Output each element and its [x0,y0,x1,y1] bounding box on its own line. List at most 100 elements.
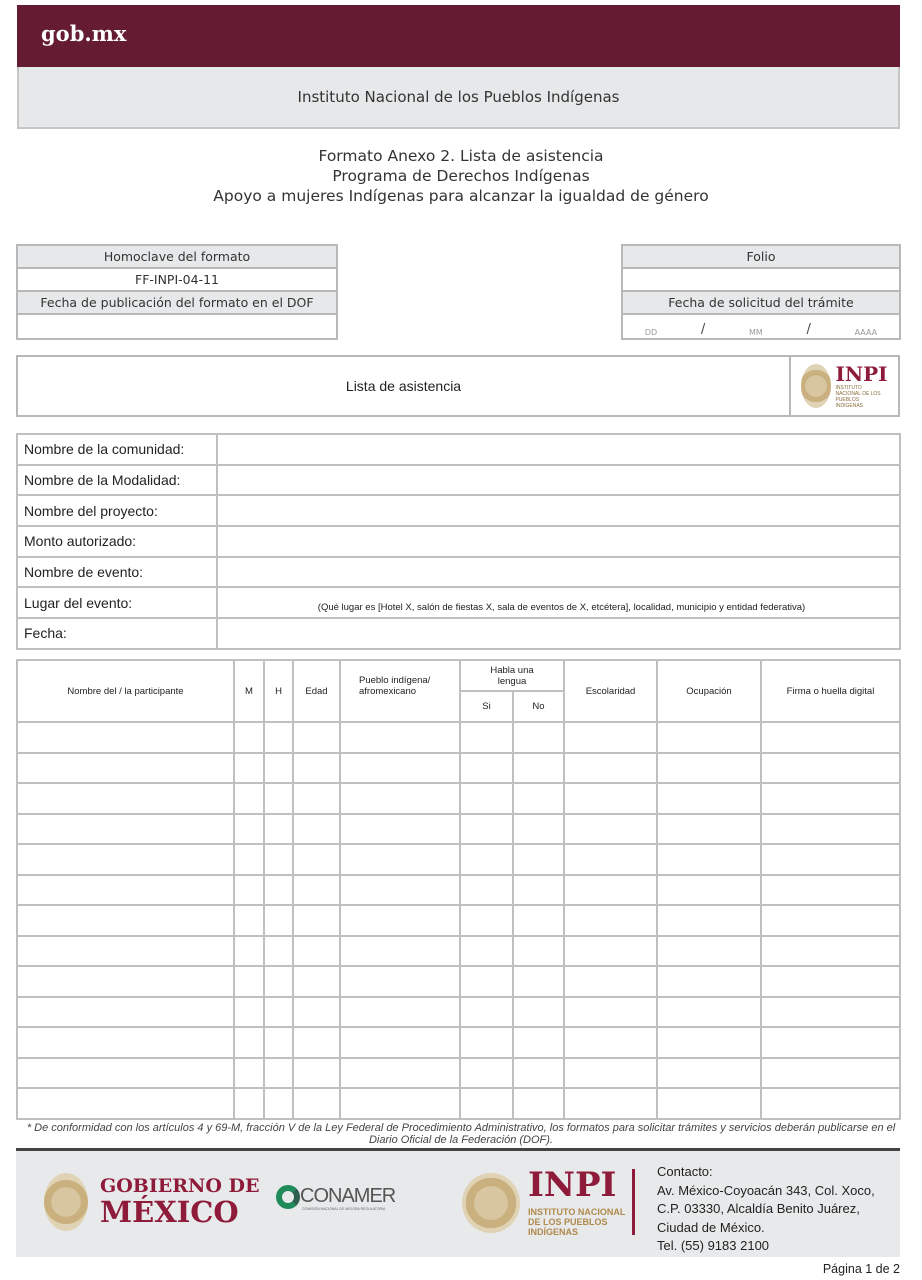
participant-cell[interactable] [563,995,659,1028]
participant-cell[interactable] [339,782,461,815]
participant-cell[interactable] [233,812,265,845]
participant-cell[interactable] [459,782,514,815]
participant-cell[interactable] [16,812,235,845]
participant-cell[interactable] [292,873,341,906]
participant-cell[interactable] [563,1087,659,1120]
participant-cell[interactable] [459,812,514,845]
participant-cell[interactable] [292,1087,341,1120]
participant-cell[interactable] [16,782,235,815]
participant-cell[interactable] [292,751,341,784]
participant-cell[interactable] [292,904,341,937]
participant-cell[interactable] [292,812,341,845]
participant-cell[interactable] [16,995,235,1028]
participant-cell[interactable] [292,782,341,815]
info-field[interactable] [216,555,901,589]
participant-cell[interactable] [263,812,294,845]
participant-cell[interactable] [563,1056,659,1089]
participant-cell[interactable] [16,904,235,937]
participant-cell[interactable] [563,1026,659,1059]
info-field[interactable]: (Qué lugar es [Hotel X, salón de fiestas… [216,586,901,620]
participant-cell[interactable] [511,812,566,845]
participant-cell[interactable] [459,1056,514,1089]
participant-cell[interactable] [760,995,901,1028]
participant-cell[interactable] [263,995,294,1028]
participant-cell[interactable] [233,751,265,784]
participant-cell[interactable] [511,1026,566,1059]
participant-cell[interactable] [511,934,566,967]
participant-cell[interactable] [459,934,514,967]
participant-cell[interactable] [563,873,659,906]
participant-cell[interactable] [656,721,763,754]
participant-cell[interactable] [292,721,341,754]
participant-cell[interactable] [233,1026,265,1059]
participant-cell[interactable] [263,1026,294,1059]
participant-cell[interactable] [339,873,461,906]
participant-cell[interactable] [339,904,461,937]
participant-cell[interactable] [233,934,265,967]
participant-cell[interactable] [760,721,901,754]
participant-cell[interactable] [233,1056,265,1089]
participant-cell[interactable] [292,1056,341,1089]
participant-cell[interactable] [263,843,294,876]
participant-cell[interactable] [760,812,901,845]
participant-cell[interactable] [656,904,763,937]
participant-cell[interactable] [656,843,763,876]
participant-cell[interactable] [263,1087,294,1120]
participant-cell[interactable] [760,965,901,998]
participant-cell[interactable] [16,751,235,784]
participant-cell[interactable] [511,873,566,906]
participant-cell[interactable] [459,995,514,1028]
participant-cell[interactable] [233,995,265,1028]
participant-cell[interactable] [339,1087,461,1120]
participant-cell[interactable] [233,843,265,876]
participant-cell[interactable] [511,751,566,784]
participant-cell[interactable] [656,934,763,967]
participant-cell[interactable] [339,751,461,784]
info-field[interactable] [216,617,901,650]
participant-cell[interactable] [339,1056,461,1089]
participant-cell[interactable] [16,721,235,754]
participant-cell[interactable] [511,995,566,1028]
participant-cell[interactable] [339,934,461,967]
info-field[interactable] [216,525,901,558]
participant-cell[interactable] [263,782,294,815]
participant-cell[interactable] [339,995,461,1028]
participant-cell[interactable] [563,965,659,998]
participant-cell[interactable] [339,843,461,876]
participant-cell[interactable] [459,1026,514,1059]
participant-cell[interactable] [263,934,294,967]
participant-cell[interactable] [760,1087,901,1120]
info-field[interactable] [216,433,901,466]
participant-cell[interactable] [233,965,265,998]
participant-cell[interactable] [563,782,659,815]
participant-cell[interactable] [233,904,265,937]
folio-field[interactable] [623,269,899,292]
participant-cell[interactable] [339,812,461,845]
participant-cell[interactable] [263,873,294,906]
participant-cell[interactable] [511,843,566,876]
participant-cell[interactable] [656,1026,763,1059]
participant-cell[interactable] [459,721,514,754]
participant-cell[interactable] [16,1026,235,1059]
participant-cell[interactable] [292,934,341,967]
participant-cell[interactable] [656,751,763,784]
participant-cell[interactable] [459,965,514,998]
participant-cell[interactable] [760,934,901,967]
participant-cell[interactable] [16,965,235,998]
participant-cell[interactable] [760,843,901,876]
participant-cell[interactable] [563,843,659,876]
participant-cell[interactable] [263,721,294,754]
participant-cell[interactable] [760,1026,901,1059]
participant-cell[interactable] [339,965,461,998]
participant-cell[interactable] [511,1087,566,1120]
participant-cell[interactable] [292,965,341,998]
info-field[interactable] [216,494,901,528]
participant-cell[interactable] [511,1056,566,1089]
participant-cell[interactable] [233,782,265,815]
participant-cell[interactable] [263,904,294,937]
participant-cell[interactable] [760,904,901,937]
participant-cell[interactable] [760,782,901,815]
participant-cell[interactable] [511,904,566,937]
participant-cell[interactable] [656,995,763,1028]
participant-cell[interactable] [16,1087,235,1120]
